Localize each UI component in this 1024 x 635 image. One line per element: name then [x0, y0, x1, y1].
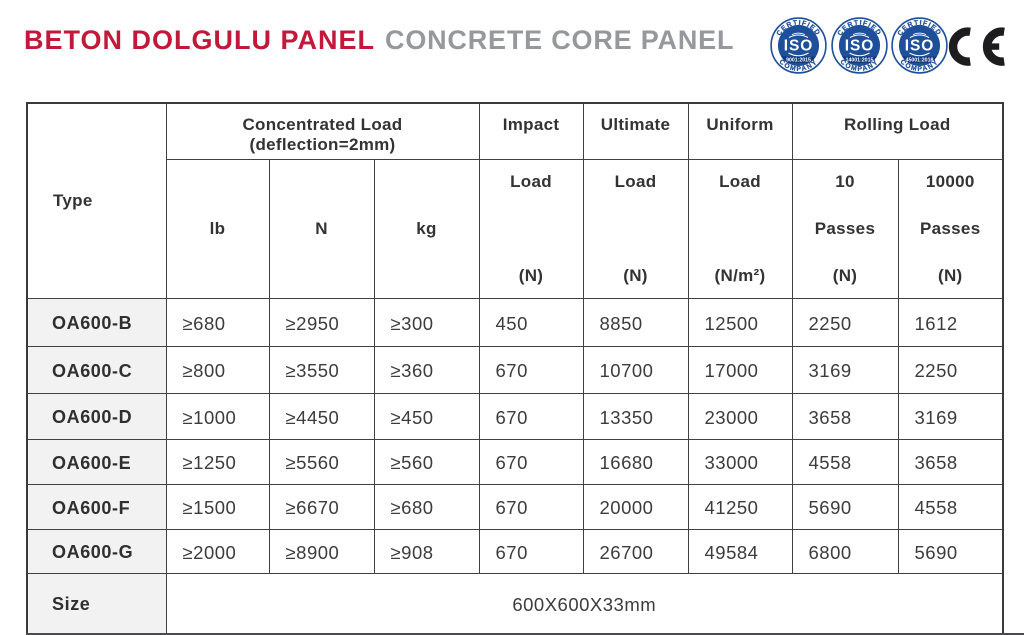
svg-text:9001:2015: 9001:2015	[786, 58, 811, 64]
svg-text:14001:2015: 14001:2015	[845, 58, 873, 64]
svg-text:45001:2018: 45001:2018	[906, 58, 934, 64]
svg-text:ISO: ISO	[844, 38, 873, 55]
svg-text:ISO: ISO	[905, 38, 934, 55]
svg-text:ISO: ISO	[784, 38, 813, 55]
